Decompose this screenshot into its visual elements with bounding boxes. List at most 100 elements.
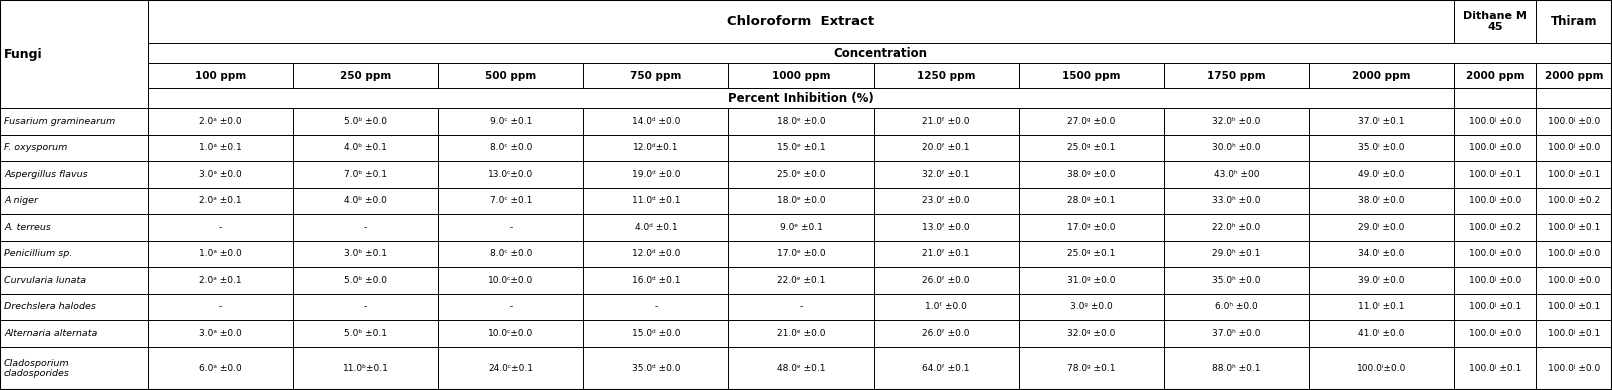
Bar [1164, 161, 1309, 188]
Text: 26.0ᶠ ±0.0: 26.0ᶠ ±0.0 [922, 276, 970, 285]
Text: 11.0ᵈ ±0.1: 11.0ᵈ ±0.1 [632, 197, 680, 206]
Text: 12.0ᵈ ±0.0: 12.0ᵈ ±0.0 [632, 250, 680, 259]
Text: Fusarium graminearum: Fusarium graminearum [3, 117, 114, 126]
Bar [0, 294, 148, 320]
Bar [148, 0, 1454, 43]
Bar [1019, 214, 1164, 241]
Text: 2.0ᵃ ±0.1: 2.0ᵃ ±0.1 [200, 276, 242, 285]
Text: 3.0ᵃ ±0.0: 3.0ᵃ ±0.0 [200, 329, 242, 338]
Bar [438, 267, 584, 294]
Bar [584, 188, 729, 214]
Bar [0, 320, 148, 347]
Bar [1164, 188, 1309, 214]
Text: 12.0ᵈ±0.1: 12.0ᵈ±0.1 [634, 144, 679, 152]
Bar [1019, 320, 1164, 347]
Text: A. terreus: A. terreus [3, 223, 52, 232]
Text: 100.0ʲ ±0.1: 100.0ʲ ±0.1 [1469, 170, 1522, 179]
Bar [874, 108, 1019, 135]
Text: Dithane M
45: Dithane M 45 [1464, 11, 1527, 32]
Bar [293, 267, 438, 294]
Text: 38.0ⁱ ±0.0: 38.0ⁱ ±0.0 [1359, 197, 1404, 206]
Text: 5.0ᵇ ±0.1: 5.0ᵇ ±0.1 [345, 329, 387, 338]
Bar [1019, 188, 1164, 214]
Text: 25.0ᵍ ±0.1: 25.0ᵍ ±0.1 [1067, 250, 1116, 259]
Bar [0, 161, 148, 188]
Bar [148, 63, 293, 89]
Text: 2000 ppm: 2000 ppm [1352, 71, 1410, 81]
Text: 37.0ⁱ ±0.1: 37.0ⁱ ±0.1 [1359, 117, 1404, 126]
Text: 35.0ⁱ ±0.0: 35.0ⁱ ±0.0 [1359, 144, 1404, 152]
Bar [0, 241, 148, 267]
Bar [1454, 135, 1536, 161]
Bar [729, 267, 874, 294]
Bar [148, 43, 1612, 63]
Text: 8.0ᶜ ±0.0: 8.0ᶜ ±0.0 [490, 250, 532, 259]
Bar [729, 294, 874, 320]
Bar [148, 161, 293, 188]
Bar [293, 347, 438, 390]
Text: 39.0ⁱ ±0.0: 39.0ⁱ ±0.0 [1359, 276, 1404, 285]
Text: 500 ppm: 500 ppm [485, 71, 537, 81]
Bar [729, 188, 874, 214]
Text: Percent Inhibition (%): Percent Inhibition (%) [729, 92, 874, 105]
Text: 25.0ᵉ ±0.0: 25.0ᵉ ±0.0 [777, 170, 825, 179]
Bar [1164, 214, 1309, 241]
Text: Concentration: Concentration [833, 46, 927, 60]
Bar [1309, 294, 1454, 320]
Bar [1454, 89, 1536, 108]
Text: 1.0ᵃ ±0.1: 1.0ᵃ ±0.1 [200, 144, 242, 152]
Bar [1454, 214, 1536, 241]
Bar [1309, 188, 1454, 214]
Text: 100.0ʲ ±0.0: 100.0ʲ ±0.0 [1548, 276, 1601, 285]
Text: 100 ppm: 100 ppm [195, 71, 247, 81]
Bar [1164, 135, 1309, 161]
Text: Drechslera halodes: Drechslera halodes [3, 303, 95, 312]
Text: 6.0ʰ ±0.0: 6.0ʰ ±0.0 [1215, 303, 1257, 312]
Bar [0, 0, 148, 108]
Text: 100.0ʲ ±0.0: 100.0ʲ ±0.0 [1469, 329, 1522, 338]
Text: 2000 ppm: 2000 ppm [1544, 71, 1604, 81]
Bar [874, 188, 1019, 214]
Bar [1454, 294, 1536, 320]
Text: 250 ppm: 250 ppm [340, 71, 392, 81]
Text: 20.0ᶠ ±0.1: 20.0ᶠ ±0.1 [922, 144, 970, 152]
Text: Cladosporium
cladosporides: Cladosporium cladosporides [3, 359, 69, 378]
Bar [1164, 320, 1309, 347]
Bar [729, 347, 874, 390]
Bar [1019, 63, 1164, 89]
Bar [1536, 108, 1612, 135]
Text: 22.0ᵉ ±0.1: 22.0ᵉ ±0.1 [777, 276, 825, 285]
Bar [729, 135, 874, 161]
Text: 29.0ʰ ±0.1: 29.0ʰ ±0.1 [1212, 250, 1261, 259]
Text: 100.0ʲ ±0.1: 100.0ʲ ±0.1 [1548, 329, 1601, 338]
Bar [874, 320, 1019, 347]
Text: 14.0ᵈ ±0.0: 14.0ᵈ ±0.0 [632, 117, 680, 126]
Bar [584, 267, 729, 294]
Text: 4.0ᵈ ±0.1: 4.0ᵈ ±0.1 [635, 223, 677, 232]
Bar [874, 347, 1019, 390]
Bar [1309, 241, 1454, 267]
Bar [1019, 161, 1164, 188]
Text: 100.0ʲ ±0.1: 100.0ʲ ±0.1 [1548, 170, 1601, 179]
Text: -: - [219, 223, 222, 232]
Text: 32.0ᵍ ±0.0: 32.0ᵍ ±0.0 [1067, 329, 1116, 338]
Bar [874, 135, 1019, 161]
Text: -: - [364, 223, 368, 232]
Bar [874, 161, 1019, 188]
Text: 2000 ppm: 2000 ppm [1465, 71, 1525, 81]
Bar [0, 108, 148, 135]
Text: -: - [509, 303, 513, 312]
Bar [1536, 89, 1612, 108]
Text: 21.0ᶠ ±0.0: 21.0ᶠ ±0.0 [922, 117, 970, 126]
Text: Chloroform  Extract: Chloroform Extract [727, 15, 875, 28]
Text: 3.0ᵇ ±0.1: 3.0ᵇ ±0.1 [345, 250, 387, 259]
Text: 13.0ᶜ±0.0: 13.0ᶜ±0.0 [488, 170, 534, 179]
Bar [1454, 267, 1536, 294]
Bar [0, 135, 148, 161]
Text: 28.0ᵍ ±0.1: 28.0ᵍ ±0.1 [1067, 197, 1116, 206]
Text: 37.0ʰ ±0.0: 37.0ʰ ±0.0 [1212, 329, 1261, 338]
Text: Aspergillus flavus: Aspergillus flavus [3, 170, 87, 179]
Bar [1164, 241, 1309, 267]
Text: 2.0ᵃ ±0.0: 2.0ᵃ ±0.0 [200, 117, 242, 126]
Bar [584, 214, 729, 241]
